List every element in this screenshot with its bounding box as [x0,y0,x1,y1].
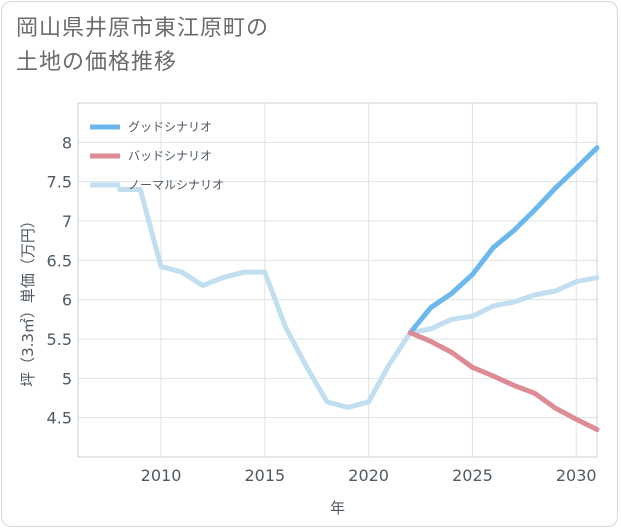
y-axis-title: 坪（3.3㎡）単価（万円） [19,213,37,387]
x-tick-label: 2020 [348,466,389,485]
x-tick-label: 2015 [244,466,285,485]
y-tick-label: 7.5 [47,173,72,192]
series-line [117,187,600,410]
y-tick-label: 6 [62,291,72,310]
y-tick-label: 6.5 [47,251,72,270]
series-line [407,145,600,336]
y-tick-label: 7 [62,212,72,231]
axis-ticks: 4.5 5 5.5 6 6.5 7 7.5 8 2010 2015 2020 2025 2030 [47,133,597,485]
legend-label: バッドシナリオ [128,149,212,163]
series-lines [117,145,600,432]
y-tick-label: 5 [62,369,72,388]
x-tick-label: 2025 [452,466,493,485]
y-tick-label: 8 [62,133,72,152]
x-tick-label: 2010 [141,466,182,485]
chart-title: 岡山県井原市東江原町の 土地の価格推移 [16,12,269,80]
legend-label: ノーマルシナリオ [128,178,224,192]
x-axis-title: 年 [330,499,345,517]
y-tick-label: 4.5 [47,409,72,428]
series-line [407,330,600,432]
legend-label: グッドシナリオ [128,120,212,134]
title-line-1: 岡山県井原市東江原町の [16,16,270,41]
y-tick-label: 5.5 [47,330,72,349]
x-tick-label: 2030 [556,466,597,485]
title-line-2: 土地の価格推移 [16,50,178,75]
